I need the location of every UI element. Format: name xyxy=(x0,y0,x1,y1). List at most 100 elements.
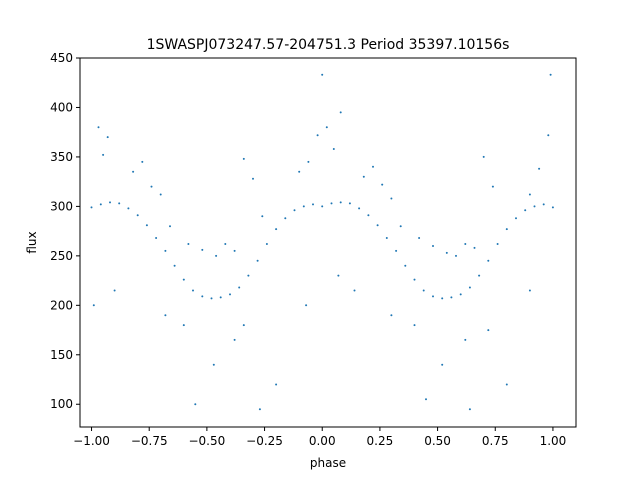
data-point xyxy=(275,228,278,231)
data-point xyxy=(381,183,384,186)
data-point xyxy=(528,193,531,196)
data-point xyxy=(219,296,222,299)
data-point xyxy=(468,286,471,289)
data-point xyxy=(212,363,215,366)
data-point xyxy=(425,398,427,401)
data-point xyxy=(192,289,194,292)
plot-frame xyxy=(79,57,577,428)
data-point xyxy=(422,289,425,292)
y-tick-label: 350 xyxy=(50,150,73,164)
data-point xyxy=(302,205,305,208)
data-point xyxy=(265,243,268,245)
data-point xyxy=(464,338,467,341)
data-point xyxy=(233,338,236,341)
data-point xyxy=(275,383,278,386)
data-point xyxy=(201,248,204,251)
data-point xyxy=(201,295,204,298)
data-point xyxy=(450,296,453,299)
data-point xyxy=(332,148,335,150)
x-tick-label: −0.25 xyxy=(246,434,283,448)
data-point xyxy=(487,329,490,332)
data-point xyxy=(390,314,393,317)
data-point xyxy=(399,225,402,228)
data-point xyxy=(261,215,264,218)
data-point xyxy=(464,243,467,245)
y-tick-label: 400 xyxy=(50,100,73,114)
chart-title: 1SWASPJ073247.57-204751.3 Period 35397.1… xyxy=(147,37,510,53)
data-point xyxy=(293,209,296,212)
data-point xyxy=(150,185,153,188)
x-axis-label: phase xyxy=(310,456,346,470)
data-point xyxy=(182,278,185,281)
data-point xyxy=(155,237,158,239)
data-point xyxy=(418,237,421,239)
data-point xyxy=(551,206,554,209)
x-tick-label: 1.00 xyxy=(540,434,567,448)
data-point xyxy=(97,126,100,129)
data-point xyxy=(372,165,374,168)
y-axis-label: flux xyxy=(25,231,39,253)
data-point xyxy=(242,324,245,327)
data-point xyxy=(102,153,105,156)
data-point xyxy=(542,203,545,206)
data-point xyxy=(353,289,356,292)
data-point xyxy=(478,274,481,277)
data-point xyxy=(307,160,310,163)
data-point xyxy=(92,304,95,307)
data-point xyxy=(305,304,308,307)
data-point xyxy=(247,274,250,277)
data-point xyxy=(441,363,444,366)
y-tick-label: 150 xyxy=(50,348,73,362)
y-tick-label: 100 xyxy=(50,397,73,411)
x-tick-label: −1.00 xyxy=(73,434,110,448)
x-axis: −1.00 −0.75 −0.50 −0.25 0.00 0.25 0.50 0.75 1.00 xyxy=(73,427,566,448)
data-point xyxy=(528,289,531,292)
data-point xyxy=(321,205,324,208)
x-tick-label: 0.75 xyxy=(482,434,509,448)
data-point xyxy=(164,249,167,252)
data-point xyxy=(505,228,508,231)
data-point xyxy=(187,243,190,245)
data-point xyxy=(252,177,254,180)
data-point xyxy=(468,408,471,411)
data-point xyxy=(549,73,552,76)
data-point xyxy=(432,295,434,298)
data-point xyxy=(487,259,490,262)
data-point xyxy=(194,403,197,406)
data-point xyxy=(459,293,462,296)
data-point xyxy=(325,126,328,129)
data-point xyxy=(127,207,130,210)
data-point xyxy=(242,157,245,160)
data-point xyxy=(316,134,319,137)
data-point xyxy=(376,224,379,227)
x-tick-label: −0.75 xyxy=(131,434,168,448)
data-point xyxy=(432,245,434,247)
x-tick-label: −0.50 xyxy=(188,434,225,448)
data-point xyxy=(330,202,333,205)
data-point xyxy=(505,383,508,386)
data-point xyxy=(284,217,287,220)
data-point xyxy=(339,201,342,204)
data-point xyxy=(413,278,416,281)
data-point xyxy=(441,297,444,300)
data-point xyxy=(385,237,388,239)
data-point xyxy=(491,185,494,188)
data-points xyxy=(90,73,554,411)
data-point xyxy=(164,314,167,317)
data-point xyxy=(445,251,448,254)
data-point xyxy=(238,286,241,289)
data-point xyxy=(413,324,416,327)
data-point xyxy=(141,160,144,163)
data-point xyxy=(113,289,116,292)
data-point xyxy=(215,254,218,257)
data-point xyxy=(515,217,517,220)
data-point xyxy=(547,134,550,137)
data-point xyxy=(182,324,185,327)
data-point xyxy=(533,205,536,208)
data-point xyxy=(496,243,499,245)
y-tick-label: 200 xyxy=(50,298,73,312)
data-point xyxy=(473,246,476,249)
data-point xyxy=(298,170,301,173)
data-point xyxy=(404,264,407,267)
data-point xyxy=(229,293,231,296)
